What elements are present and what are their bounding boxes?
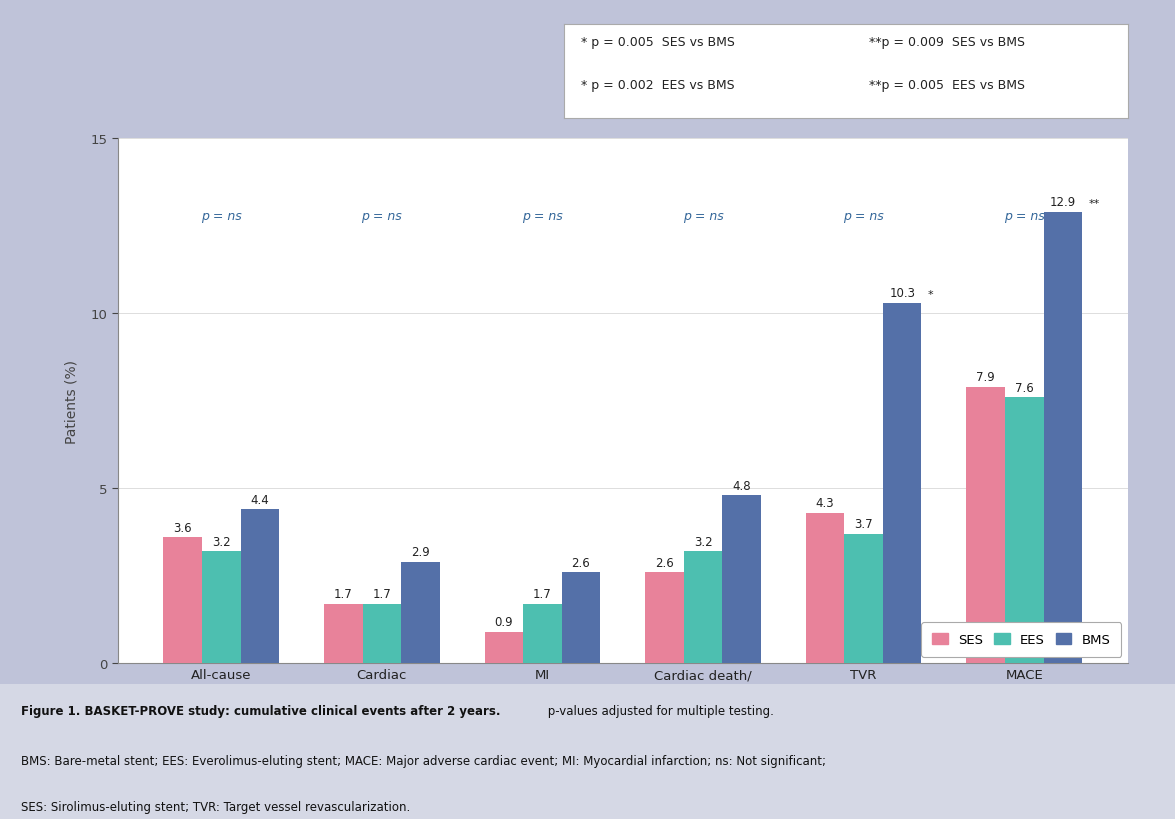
Text: 12.9: 12.9 bbox=[1049, 196, 1076, 209]
Text: 7.6: 7.6 bbox=[1015, 382, 1034, 394]
Text: 3.7: 3.7 bbox=[854, 518, 873, 531]
Text: 10.3: 10.3 bbox=[889, 287, 915, 300]
Text: 0.9: 0.9 bbox=[495, 615, 513, 628]
Text: p = ns: p = ns bbox=[362, 210, 402, 223]
Text: 1.7: 1.7 bbox=[372, 587, 391, 600]
Bar bbox=[324, 604, 363, 663]
Text: p = ns: p = ns bbox=[844, 210, 884, 223]
Text: **p = 0.005  EES vs BMS: **p = 0.005 EES vs BMS bbox=[868, 79, 1025, 93]
Text: p = ns: p = ns bbox=[1003, 210, 1045, 223]
Bar bbox=[845, 534, 882, 663]
Text: 1.7: 1.7 bbox=[334, 587, 352, 600]
Bar bbox=[723, 495, 761, 663]
Text: *: * bbox=[928, 290, 933, 300]
Bar bbox=[484, 632, 523, 663]
Bar bbox=[684, 551, 723, 663]
Bar bbox=[363, 604, 401, 663]
Text: 2.6: 2.6 bbox=[571, 556, 590, 569]
Bar bbox=[401, 562, 439, 663]
Text: 4.8: 4.8 bbox=[732, 479, 751, 492]
Text: 3.2: 3.2 bbox=[212, 535, 230, 548]
Legend: SES, EES, BMS: SES, EES, BMS bbox=[921, 622, 1121, 657]
Text: **p = 0.009  SES vs BMS: **p = 0.009 SES vs BMS bbox=[868, 36, 1025, 49]
Bar bbox=[202, 551, 241, 663]
Text: **: ** bbox=[1088, 199, 1100, 209]
Bar bbox=[806, 514, 845, 663]
Text: 1.7: 1.7 bbox=[533, 587, 552, 600]
Bar bbox=[163, 537, 202, 663]
Text: * p = 0.002  EES vs BMS: * p = 0.002 EES vs BMS bbox=[580, 79, 734, 93]
Bar bbox=[1005, 398, 1043, 663]
Bar bbox=[1043, 213, 1082, 663]
Bar bbox=[882, 304, 921, 663]
Text: p = ns: p = ns bbox=[522, 210, 563, 223]
Text: SES: Sirolimus-eluting stent; TVR: Target vessel revascularization.: SES: Sirolimus-eluting stent; TVR: Targe… bbox=[21, 800, 410, 813]
Text: * p = 0.005  SES vs BMS: * p = 0.005 SES vs BMS bbox=[580, 36, 734, 49]
Text: BMS: Bare-metal stent; EES: Everolimus-eluting stent; MACE: Major adverse cardia: BMS: Bare-metal stent; EES: Everolimus-e… bbox=[21, 754, 826, 767]
Text: 3.6: 3.6 bbox=[174, 521, 192, 534]
Text: 3.2: 3.2 bbox=[693, 535, 712, 548]
Y-axis label: Patients (%): Patients (%) bbox=[65, 360, 79, 443]
Bar bbox=[523, 604, 562, 663]
Bar bbox=[645, 572, 684, 663]
Text: Figure 1. BASKET-PROVE study: cumulative clinical events after 2 years.: Figure 1. BASKET-PROVE study: cumulative… bbox=[21, 704, 501, 717]
Bar bbox=[241, 509, 280, 663]
Bar bbox=[562, 572, 600, 663]
Bar bbox=[966, 387, 1005, 663]
Text: 7.9: 7.9 bbox=[976, 371, 995, 384]
Text: p = ns: p = ns bbox=[201, 210, 242, 223]
Text: 4.3: 4.3 bbox=[815, 496, 834, 509]
Text: 4.4: 4.4 bbox=[250, 493, 269, 506]
Text: p = ns: p = ns bbox=[683, 210, 724, 223]
Text: p-values adjusted for multiple testing.: p-values adjusted for multiple testing. bbox=[544, 704, 774, 717]
Text: 2.9: 2.9 bbox=[411, 545, 430, 559]
Text: 2.6: 2.6 bbox=[656, 556, 674, 569]
